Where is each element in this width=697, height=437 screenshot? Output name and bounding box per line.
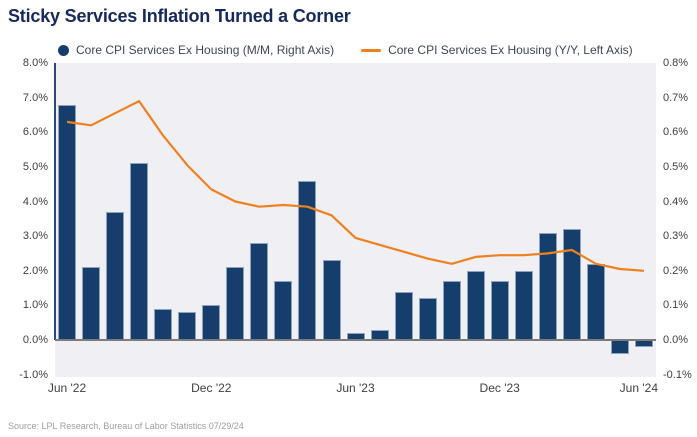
legend: Core CPI Services Ex Housing (M/M, Right… xyxy=(58,43,633,57)
right-axis-tick: 0.1% xyxy=(663,299,689,312)
left-axis-tick: 5.0% xyxy=(22,160,48,173)
left-axis-tick: 2.0% xyxy=(22,264,48,277)
chart-title: Sticky Services Inflation Turned a Corne… xyxy=(8,6,351,26)
left-axis-tick: 6.0% xyxy=(22,126,48,139)
left-axis-tick: 3.0% xyxy=(22,230,48,243)
x-axis-label: Dec '23 xyxy=(479,381,520,395)
left-axis-tick: 4.0% xyxy=(22,195,48,208)
x-axis-label: Dec '22 xyxy=(191,381,232,395)
y-axis-spine xyxy=(54,63,56,340)
plot-area xyxy=(55,63,656,377)
line-marker-icon xyxy=(361,48,382,52)
right-axis-tick: 0.4% xyxy=(663,195,689,208)
legend-label-yy: Core CPI Services Ex Housing (Y/Y, Left … xyxy=(388,43,633,57)
right-axis-tick: 0.8% xyxy=(663,57,689,69)
right-axis-tick: 0.2% xyxy=(663,264,689,277)
right-axis-tick: -0.1% xyxy=(663,368,692,381)
left-axis-tick: 1.0% xyxy=(22,299,48,312)
right-axis-tick: 0.6% xyxy=(663,126,689,139)
source-note: Source: LPL Research, Bureau of Labor St… xyxy=(8,421,244,431)
right-axis-tick: 0.5% xyxy=(663,160,689,173)
left-axis-tick: 0.0% xyxy=(22,334,48,346)
legend-label-mm: Core CPI Services Ex Housing (M/M, Right… xyxy=(76,43,335,57)
yoy-line xyxy=(66,99,645,272)
x-axis-label: Jun '23 xyxy=(336,381,375,395)
circle-marker-icon xyxy=(58,44,69,56)
right-axis-tick: 0.7% xyxy=(663,91,689,104)
yoy-line-path xyxy=(66,99,645,272)
right-axis-tick: 0.3% xyxy=(663,230,689,243)
legend-item-mm: Core CPI Services Ex Housing (M/M, Right… xyxy=(58,43,334,57)
zero-gridline xyxy=(55,339,656,341)
left-axis-tick: 7.0% xyxy=(22,91,48,104)
legend-item-yy: Core CPI Services Ex Housing (Y/Y, Left … xyxy=(361,43,633,57)
x-axis-label: Jun '24 xyxy=(619,381,658,395)
x-axis-label: Jun '22 xyxy=(47,381,87,395)
left-axis-tick: -1.0% xyxy=(19,368,48,381)
right-axis-tick: 0.0% xyxy=(663,334,689,346)
left-axis-tick: 8.0% xyxy=(22,57,48,69)
